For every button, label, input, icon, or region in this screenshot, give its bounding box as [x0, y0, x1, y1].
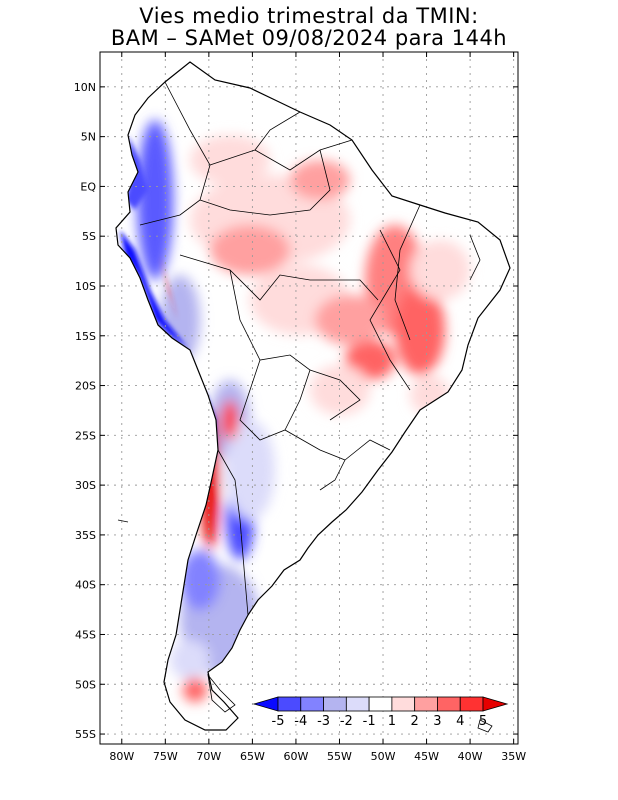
colorbar-swatch [368, 696, 393, 712]
bias-field [116, 62, 510, 730]
lat-label: 25S [75, 429, 96, 442]
colorbar-swatch [277, 696, 302, 712]
colorbar-label: 2 [411, 714, 419, 729]
colorbar-end-high [482, 696, 509, 712]
map-frame [99, 51, 519, 745]
colorbar-swatch [391, 696, 416, 712]
lon-label: 35W [501, 750, 526, 763]
map-title-line2: BAM – SAMet 09/08/2024 para 144h [110, 26, 508, 50]
colorbar-label: -1 [363, 714, 376, 729]
colorbar-label: 1 [388, 714, 396, 729]
country-borders [139, 81, 481, 616]
lon-label: 80W [109, 750, 134, 763]
colorbar-end-low [252, 696, 279, 712]
lat-label: 55S [75, 728, 96, 741]
colorbar-label: -2 [340, 714, 353, 729]
lat-label: 5S [82, 230, 96, 243]
colorbar-swatch [300, 696, 324, 712]
lon-label: 75W [153, 750, 178, 763]
longitude-axis: 80W 75W 70W 65W 60W 55W 50W 45W 40W 35W [109, 52, 526, 763]
map-title-line1: Vies medio trimestral da TMIN: [139, 4, 479, 28]
lat-label: 10S [75, 280, 96, 293]
colorbar-swatch [459, 696, 484, 712]
lon-label: 60W [284, 750, 309, 763]
lat-label: 5N [81, 131, 96, 144]
lon-label: 40W [458, 750, 483, 763]
lat-label: 30S [75, 479, 96, 492]
colorbar-label: 5 [479, 714, 487, 729]
colorbar-label: 3 [433, 714, 441, 729]
lon-label: 70W [196, 750, 221, 763]
coastline [115, 61, 511, 731]
lat-label: 15S [75, 330, 96, 343]
lat-label: 40S [75, 579, 96, 592]
lat-label: 10N [74, 81, 96, 94]
lon-label: 55W [327, 750, 352, 763]
lat-label: 45S [75, 628, 96, 641]
lat-label: EQ [80, 180, 96, 193]
colorbar-swatch [414, 696, 438, 712]
colorbar-swatch [323, 696, 347, 712]
colorbar-label: -5 [272, 714, 285, 729]
islands [117, 519, 493, 733]
colorbar-label: 4 [456, 714, 464, 729]
latitude-axis: 10N 5N EQ 5S 10S 15S 20S 25S 30S 35S 40S 45S 50S 55S [74, 81, 518, 741]
colorbar-legend: -5 -4 -3 -2 -1 1 2 3 4 5 [252, 696, 509, 729]
lon-label: 50W [371, 750, 396, 763]
lat-label: 50S [75, 678, 96, 691]
colorbar-swatch [437, 696, 461, 712]
colorbar-label: -3 [317, 714, 330, 729]
colorbar-swatch [345, 696, 370, 712]
lon-label: 45W [414, 750, 439, 763]
lon-label: 65W [240, 750, 265, 763]
lat-label: 20S [75, 380, 96, 393]
colorbar-label: -4 [294, 714, 307, 729]
lat-label: 35S [75, 529, 96, 542]
